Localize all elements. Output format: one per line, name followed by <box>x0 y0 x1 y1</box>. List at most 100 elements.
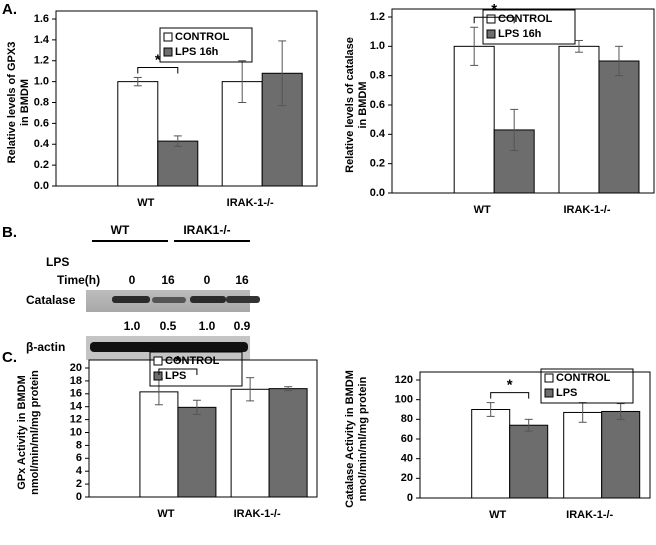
significance-bracket <box>158 368 198 375</box>
error-bar <box>510 108 519 151</box>
y-tick-label: 100 <box>395 394 413 406</box>
band-ratio: 0.5 <box>160 319 177 333</box>
error-bar <box>616 403 625 420</box>
row-label: LPS <box>46 255 69 269</box>
y-tick-label: 20 <box>401 472 413 484</box>
significance-label: * <box>155 51 161 68</box>
bar <box>598 60 640 194</box>
y-tick-label: 0.4 <box>370 128 386 140</box>
bar <box>157 140 199 187</box>
error-bar <box>470 26 479 66</box>
blot-band <box>112 296 150 303</box>
bar <box>177 406 217 498</box>
y-tick-label: 0.0 <box>370 187 385 199</box>
y-tick-label: 0.0 <box>34 180 49 192</box>
bar <box>453 45 495 194</box>
panel-label: A. <box>2 1 17 18</box>
y-tick-label: 14 <box>70 401 83 413</box>
bar <box>563 411 603 499</box>
error-bar <box>173 135 182 147</box>
y-axis-label: Catalase Activity in BMDM <box>344 370 356 508</box>
panel-label: C. <box>2 349 17 366</box>
lane-time: 0 <box>204 273 211 287</box>
y-tick-label: 1.2 <box>34 55 49 67</box>
x-tick-label: IRAK-1-/- <box>563 204 610 216</box>
error-bar <box>278 40 287 107</box>
legend-label: LPS <box>556 387 577 399</box>
bar <box>268 388 308 498</box>
row-label: Time(h) <box>57 273 100 287</box>
x-tick-label: WT <box>157 508 174 520</box>
blot-band <box>152 297 186 303</box>
error-bar <box>133 76 142 87</box>
legend-swatch <box>153 356 163 366</box>
significance-bracket <box>473 16 515 24</box>
legend-box <box>482 9 576 45</box>
x-tick-label: IRAK-1-/- <box>234 508 281 520</box>
band-ratio: 1.0 <box>124 319 141 333</box>
y-tick-label: 8 <box>76 439 82 451</box>
y-tick-label: 0.2 <box>370 158 385 170</box>
blot-group: IRAK1-/- <box>183 223 230 237</box>
y-axis-label: nmol/min/ml/mg protein <box>29 370 41 495</box>
legend-swatch <box>544 388 554 398</box>
band-label: Catalase <box>26 293 76 307</box>
y-axis-label: in BMDM <box>19 79 31 126</box>
y-tick-label: 12 <box>70 414 82 426</box>
x-tick-label: WT <box>489 509 506 521</box>
lane-time: 16 <box>161 273 175 287</box>
bar <box>230 388 270 498</box>
y-tick-label: 6 <box>76 452 82 464</box>
legend-label: LPS 16h <box>498 28 542 40</box>
significance-bracket <box>137 66 179 74</box>
legend-box <box>149 351 243 387</box>
bar <box>509 424 549 499</box>
significance-label: * <box>507 377 513 394</box>
error-bar <box>486 402 495 417</box>
bar <box>471 409 511 499</box>
y-tick-label: 40 <box>401 453 413 465</box>
error-bar <box>574 39 583 53</box>
blot-band <box>190 296 226 303</box>
bar <box>558 45 600 194</box>
legend-swatch <box>153 371 163 381</box>
legend-label: CONTROL <box>498 13 553 25</box>
legend-swatch <box>544 373 554 383</box>
legend-label: LPS 16h <box>175 46 219 58</box>
y-axis-label: in BMDM <box>357 81 369 128</box>
band-label: β-actin <box>26 340 65 354</box>
y-tick-label: 1.0 <box>34 76 49 88</box>
significance-label: * <box>175 353 181 370</box>
y-axis-label: GPx Activity in BMDM <box>16 375 28 490</box>
y-tick-label: 18 <box>70 375 82 387</box>
lane-time: 16 <box>235 273 249 287</box>
y-tick-label: 1.6 <box>34 13 49 25</box>
significance-bracket <box>490 392 530 399</box>
bar <box>139 391 179 498</box>
y-axis-label: Relative levels of catalase <box>344 37 356 173</box>
legend-label: LPS <box>165 370 186 382</box>
error-bar <box>192 399 201 415</box>
y-tick-label: 0.8 <box>34 96 49 108</box>
y-tick-label: 0.4 <box>34 138 50 150</box>
bar <box>117 81 159 187</box>
y-tick-label: 20 <box>70 362 82 374</box>
significance-label: * <box>491 1 497 18</box>
x-tick-label: IRAK-1-/- <box>566 509 613 521</box>
error-bar <box>246 377 255 402</box>
y-tick-label: 60 <box>401 433 413 445</box>
x-tick-label: IRAK-1-/- <box>227 197 274 209</box>
band-ratio: 1.0 <box>199 319 216 333</box>
y-tick-label: 2 <box>76 478 82 490</box>
legend-swatch <box>163 32 173 42</box>
y-tick-label: 1.2 <box>370 11 385 23</box>
error-bar <box>524 418 533 432</box>
bar <box>601 410 641 499</box>
error-bar <box>284 386 293 392</box>
legend-swatch <box>486 14 496 24</box>
y-tick-label: 0.6 <box>34 117 49 129</box>
y-tick-label: 10 <box>70 426 82 438</box>
y-axis-label: nmol/min/ml/mg protein <box>357 376 369 501</box>
y-tick-label: 0.8 <box>370 70 385 82</box>
